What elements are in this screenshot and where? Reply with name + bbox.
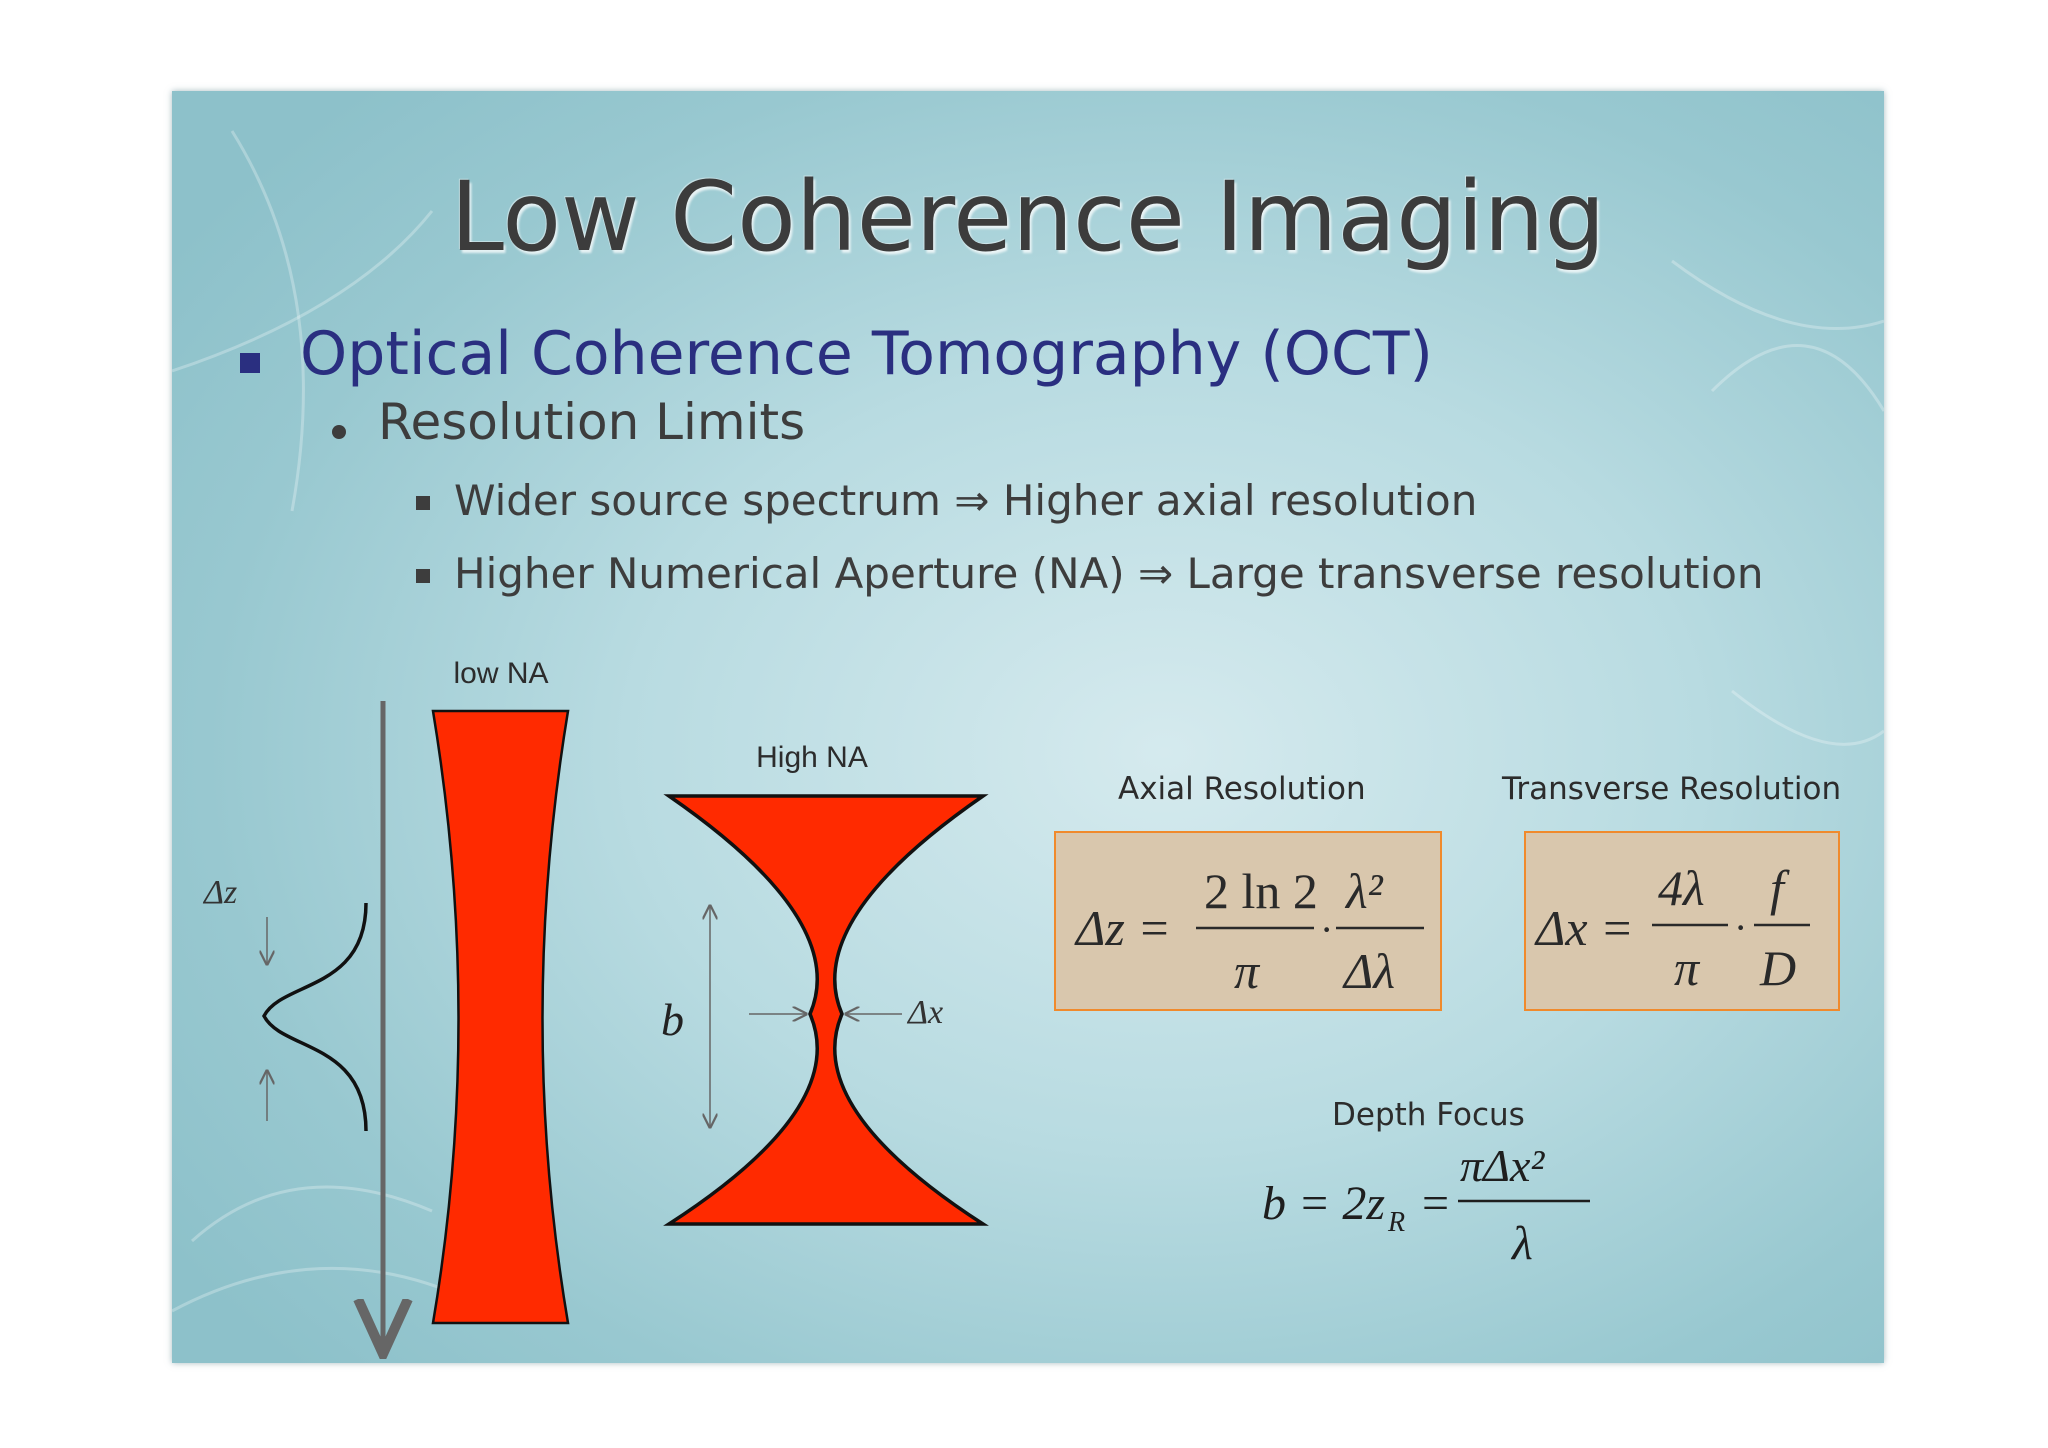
depth-lhs-subscript: R bbox=[1387, 1207, 1405, 1238]
transverse-frac2-numerator: f bbox=[1770, 860, 1790, 916]
low-na-beam bbox=[431, 709, 570, 1325]
transverse-frac1-numerator: 4λ bbox=[1658, 860, 1705, 916]
axial-resolution-label: Axial Resolution bbox=[1118, 771, 1366, 807]
delta-z-label: Δz bbox=[202, 874, 237, 911]
transverse-frac1-denominator: π bbox=[1674, 940, 1701, 996]
high-na-beam bbox=[663, 794, 989, 1226]
slide: Low Coherence Imaging Optical Coherence … bbox=[172, 91, 1884, 1363]
background-decoration bbox=[172, 130, 1884, 1313]
level3-bullet-text-1: Wider source spectrum ⇒ Higher axial res… bbox=[454, 476, 1478, 525]
transverse-frac2-denominator: D bbox=[1759, 940, 1796, 996]
depth-lhs: b = 2z bbox=[1262, 1177, 1385, 1230]
axial-gaussian-curve bbox=[262, 902, 368, 1132]
delta-x-label: Δx bbox=[906, 994, 943, 1031]
axial-formula: Δz = 2 ln 2 π · λ² Δλ bbox=[1074, 863, 1424, 999]
axial-frac2-denominator: Δλ bbox=[1342, 943, 1395, 999]
axial-frac1-denominator: π bbox=[1234, 943, 1261, 999]
depth-equals: = bbox=[1422, 1177, 1449, 1230]
transverse-dot: · bbox=[1734, 905, 1747, 950]
transverse-formula: Δx = 4λ π · f D bbox=[1534, 860, 1810, 996]
low-na-label: low NA bbox=[453, 657, 548, 690]
depth-denominator: λ bbox=[1510, 1217, 1533, 1270]
axial-frac1-numerator: 2 ln 2 bbox=[1204, 863, 1318, 919]
level3-bullet-text-2: Higher Numerical Aperture (NA) ⇒ Large t… bbox=[454, 549, 1764, 598]
transverse-lhs: Δx = bbox=[1534, 900, 1634, 956]
axial-lhs: Δz = bbox=[1074, 900, 1171, 956]
beam-diagram: low NA High NA Δz b Δx bbox=[202, 657, 989, 1363]
axial-formula-box: Δz = 2 ln 2 π · λ² Δλ bbox=[1054, 831, 1442, 1011]
transverse-formula-box: Δx = 4λ π · f D bbox=[1524, 831, 1840, 1011]
depth-numerator: πΔx² bbox=[1460, 1140, 1545, 1191]
level2-bullet-text: Resolution Limits bbox=[378, 393, 806, 451]
b-label: b bbox=[661, 994, 684, 1045]
slide-title: Low Coherence Imaging bbox=[450, 161, 1606, 273]
transverse-resolution-label: Transverse Resolution bbox=[1502, 771, 1842, 807]
level3-bullet-icon bbox=[416, 496, 430, 510]
high-na-label: High NA bbox=[756, 741, 868, 774]
depth-focus-label: Depth Focus bbox=[1332, 1097, 1525, 1133]
level1-bullet-icon bbox=[240, 353, 260, 373]
level1-bullet-text: Optical Coherence Tomography (OCT) bbox=[300, 319, 1433, 389]
axial-frac2-numerator: λ² bbox=[1344, 863, 1384, 919]
level3-bullet-icon bbox=[416, 569, 430, 583]
level2-bullet-icon bbox=[332, 425, 346, 439]
axial-dot: · bbox=[1320, 907, 1333, 952]
depth-focus-formula: b = 2z R = πΔx² λ bbox=[1262, 1140, 1590, 1270]
